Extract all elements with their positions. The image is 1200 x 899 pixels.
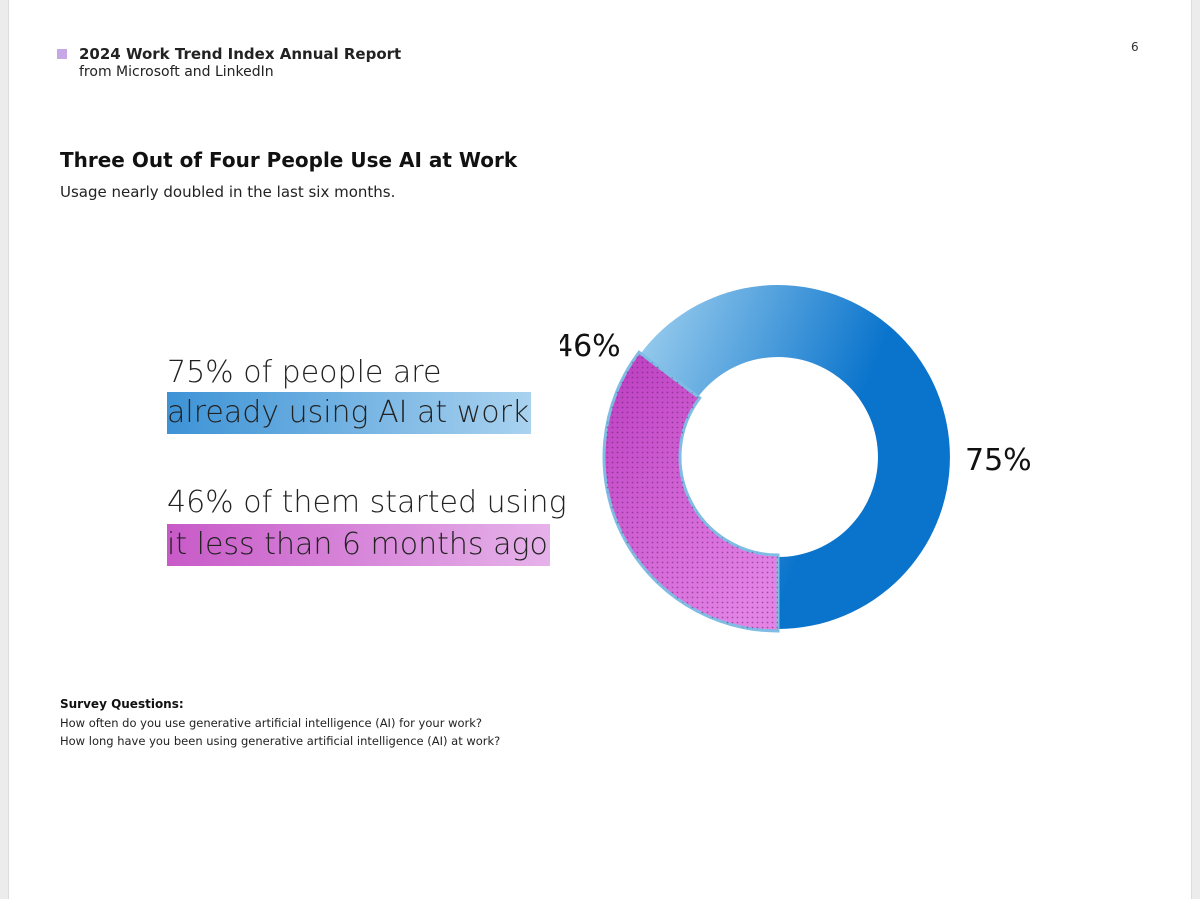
report-title: 2024 Work Trend Index Annual Report bbox=[79, 45, 402, 63]
header-accent-square bbox=[57, 49, 67, 59]
stat-recent-line-2-highlight: it less than 6 months ago bbox=[167, 524, 550, 566]
page-edge-left bbox=[0, 0, 9, 899]
survey-question-1: How often do you use generative artifici… bbox=[60, 716, 483, 730]
page-number: 6 bbox=[1131, 40, 1139, 54]
stat-usage-line-2-highlight: already using AI at work bbox=[167, 392, 532, 434]
stat-recent-line-1: 46% of them started using bbox=[167, 485, 567, 520]
survey-heading: Survey Questions: bbox=[60, 697, 184, 711]
report-source: from Microsoft and LinkedIn bbox=[79, 64, 274, 80]
donut-segment-recent-users-texture bbox=[604, 352, 778, 631]
chart-title: Three Out of Four People Use AI at Work bbox=[60, 148, 518, 172]
donut-segment-ai-users bbox=[606, 285, 950, 629]
donut-chart: 75% 46% bbox=[560, 285, 1032, 633]
page-edge-right bbox=[1191, 0, 1200, 899]
survey-question-2: How long have you been using generative … bbox=[60, 734, 501, 748]
value-label-ai-users: 75% bbox=[965, 443, 1032, 478]
chart-subtitle: Usage nearly doubled in the last six mon… bbox=[60, 183, 396, 201]
stat-usage-line-1: 75% of people are bbox=[167, 355, 442, 390]
value-label-recent-users: 46% bbox=[560, 329, 621, 364]
